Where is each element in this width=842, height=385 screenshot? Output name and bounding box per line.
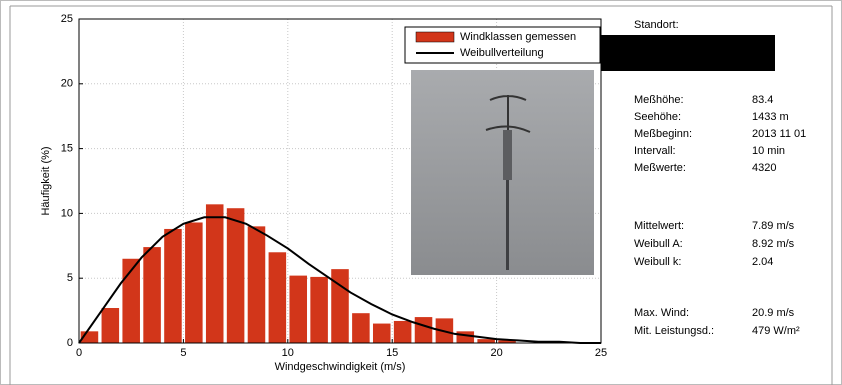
bar	[102, 308, 120, 343]
bar	[143, 247, 161, 343]
bar	[206, 204, 224, 343]
bar	[352, 313, 370, 343]
y-axis-label: Häufigkeit (%)	[40, 146, 52, 215]
info-label: Meßbeginn:	[634, 128, 692, 140]
legend-swatch	[416, 32, 454, 42]
info-value: 8.92 m/s	[752, 238, 795, 250]
x-tick-label: 20	[490, 347, 502, 359]
chart: Windklassen gemessen Weibullverteilung St…	[0, 0, 842, 385]
bar	[164, 229, 182, 343]
info-label: Weibull k:	[634, 256, 681, 268]
info-value: 20.9 m/s	[752, 307, 795, 319]
y-tick-label: 25	[61, 13, 73, 25]
info-value: 4320	[752, 162, 776, 174]
bar	[477, 339, 495, 343]
bar	[457, 331, 475, 343]
info-label: Standort:	[634, 19, 679, 31]
y-tick-label: 10	[61, 207, 73, 219]
bar	[227, 208, 245, 343]
info-value: 1433 m	[752, 111, 789, 123]
y-tick-label: 0	[67, 337, 73, 349]
x-tick-label: 0	[76, 347, 82, 359]
legend-label: Windklassen gemessen	[460, 31, 576, 43]
info-value: 7.89 m/s	[752, 220, 795, 232]
bar	[415, 317, 433, 343]
info-label: Mit. Leistungsd.:	[634, 325, 714, 337]
info-label: Max. Wind:	[634, 307, 689, 319]
x-tick-label: 15	[386, 347, 398, 359]
bar	[185, 222, 203, 343]
bar	[269, 252, 287, 343]
y-tick-label: 5	[67, 272, 73, 284]
photo	[411, 70, 594, 275]
info-label: Weibull A:	[634, 238, 683, 250]
legend-label: Weibullverteilung	[460, 47, 544, 59]
info-label: Mittelwert:	[634, 220, 684, 232]
x-tick-label: 5	[180, 347, 186, 359]
x-tick-label: 25	[595, 347, 607, 359]
bar	[394, 321, 412, 343]
info-value: 2.04	[752, 256, 773, 268]
info-value: 2013 11 01	[752, 128, 806, 140]
y-tick-label: 20	[61, 78, 73, 90]
info-value: 83.4	[752, 94, 773, 106]
bar	[248, 226, 266, 343]
info-label: Seehöhe:	[634, 111, 681, 123]
x-tick-label: 10	[282, 347, 294, 359]
legend: Windklassen gemessen Weibullverteilung	[405, 27, 600, 63]
bar	[373, 324, 391, 343]
info-label: Intervall:	[634, 145, 676, 157]
info-label: Meßwerte:	[634, 162, 686, 174]
y-tick-label: 15	[61, 143, 73, 155]
info-value: 10 min	[752, 145, 785, 157]
x-axis-label: Windgeschwindigkeit (m/s)	[275, 361, 406, 373]
info-value: 479 W/m²	[752, 325, 800, 337]
bar	[310, 277, 328, 343]
info-label: Meßhöhe:	[634, 94, 684, 106]
redaction	[601, 35, 775, 71]
bar	[289, 276, 307, 343]
